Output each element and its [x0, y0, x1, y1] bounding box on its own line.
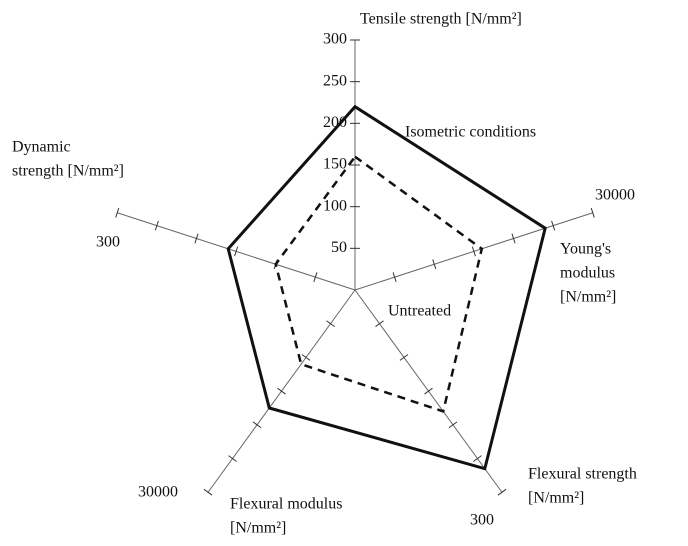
tick-mark	[424, 387, 433, 395]
series-line	[274, 154, 484, 414]
axis-label: Tensile strength [N/mm²]	[360, 11, 522, 28]
tick-mark	[448, 421, 458, 429]
series-line	[226, 104, 547, 471]
tick-mark	[497, 488, 507, 496]
tick-mark	[301, 354, 311, 361]
tick-mark	[277, 387, 286, 395]
tick-mark	[432, 259, 437, 270]
r-tick-label: 50	[331, 239, 347, 256]
axis-label: [N/mm²]	[560, 289, 616, 306]
tick-mark	[313, 272, 318, 283]
axis-max-label: 30000	[138, 484, 178, 501]
axis-label: [N/mm²]	[230, 520, 286, 537]
tick-mark	[154, 220, 159, 231]
r-tick-label: 150	[323, 156, 347, 173]
axis-max-label: 30000	[595, 187, 635, 204]
tick-mark	[203, 488, 213, 496]
series-label: Isometric conditions	[405, 124, 536, 141]
tick-mark	[551, 220, 556, 231]
tick-mark	[511, 233, 516, 244]
tick-mark	[590, 207, 595, 218]
r-tick-label: 250	[323, 72, 347, 89]
tick-mark	[326, 320, 335, 328]
tick-mark	[234, 246, 239, 257]
tick-mark	[471, 246, 476, 257]
axis-max-label: 300	[96, 234, 120, 251]
tick-mark	[115, 207, 120, 218]
axis-label: Flexural strength	[528, 466, 637, 483]
axis-label: Flexural modulus	[230, 496, 342, 513]
tick-mark	[392, 272, 397, 283]
r-tick-label: 100	[323, 197, 347, 214]
axis-max-label: 300	[470, 512, 494, 529]
r-tick-label: 300	[323, 31, 347, 48]
tick-mark	[375, 320, 384, 328]
series-label: Untreated	[388, 303, 451, 320]
tick-mark	[228, 455, 237, 462]
r-tick-label: 200	[323, 114, 347, 131]
axis-label: Young's	[560, 241, 611, 258]
axis-label: modulus	[560, 265, 615, 282]
axis-label: [N/mm²]	[528, 490, 584, 507]
axis-label: strength [N/mm²]	[12, 163, 124, 180]
tick-mark	[194, 233, 199, 244]
tick-mark	[252, 421, 262, 429]
axis-label: Dynamic	[12, 139, 71, 156]
tick-mark	[399, 354, 409, 361]
tick-mark	[473, 455, 482, 462]
